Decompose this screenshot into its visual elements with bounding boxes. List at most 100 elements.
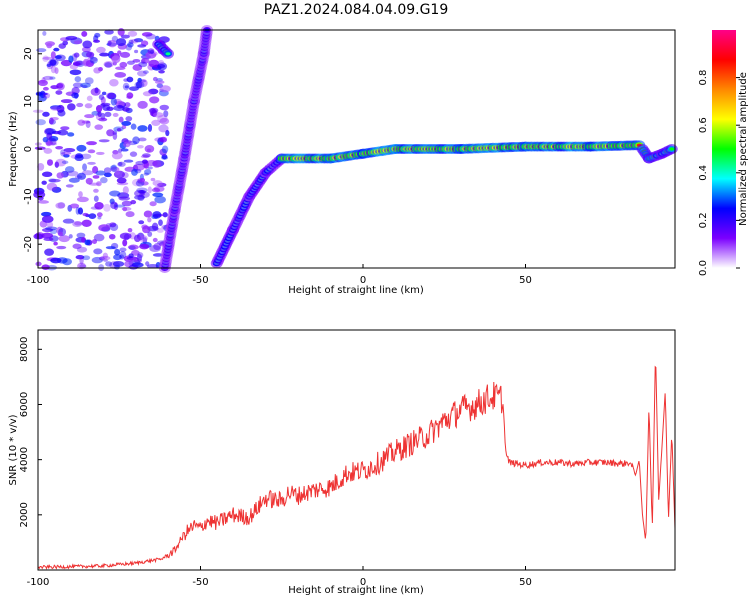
spectrogram-noise-blob [66,170,79,177]
colorbar-label: Normalized spectral amplitude [738,72,749,226]
spectrogram-noise-blob [93,233,105,242]
spectrogram-noise-blob [72,82,83,88]
spectrogram-noise-blob [93,67,102,74]
spectrogram-noise-blob [50,257,62,264]
spectrogram-noise-blob [42,92,51,99]
spectrogram-noise-blob [94,32,101,38]
spectrogram-noise-blob [95,105,103,113]
spectrogram-noise-blob [76,144,87,152]
spectrogram-noise-blob [139,243,150,250]
spectrogram-noise-blob [130,199,137,205]
spectrogram-noise-blob [121,121,132,126]
spectrogram-noise-blob [152,180,163,187]
spectrogram-noise-blob [126,60,135,65]
spectrogram-noise-blob [116,127,122,132]
spectrogram-noise-blob [37,196,44,201]
spectrogram-x-tick-label: -100 [27,275,50,286]
spectrogram-noise-blob [109,78,119,87]
spectrogram-noise-blob [85,60,95,67]
spectrogram-noise-blob [79,257,84,265]
spectrogram-noise-blob [131,168,138,176]
spectrogram-noise-blob [150,177,156,182]
spectrogram-noise-blob [71,86,80,95]
spectrogram-noise-blob [104,111,112,118]
spectrogram-noise-blob [103,61,114,68]
spectrogram-noise-blob [134,234,141,243]
spectrogram-noise-blob [157,182,167,187]
spectrogram-noise-blob [44,128,56,135]
spectrogram-noise-blob [137,125,148,132]
spectrogram-noise-blob [152,211,162,219]
spectrogram-noise-blob [109,190,121,197]
spectrogram-noise-blob [37,200,50,204]
spectrogram-noise-blob [72,243,82,249]
spectrogram-noise-blob [106,129,115,137]
spectrogram-noise-blob [37,94,47,102]
spectrogram-noise-blob [62,218,75,224]
spectrogram-noise [32,28,173,272]
spectrogram-noise-blob [120,148,129,152]
spectrogram-noise-blob [41,215,54,223]
spectrogram-noise-blob [60,99,73,104]
spectrogram-noise-blob [128,253,134,259]
spectrogram-ridge-core [669,147,675,151]
spectrogram-noise-blob [142,153,151,158]
spectrogram-noise-blob [72,221,83,228]
spectrogram-noise-blob [152,112,164,118]
spectrogram-noise-blob [81,219,92,227]
spectrogram-noise-blob [147,123,153,132]
spectrogram-noise-blob [46,182,58,191]
spectrogram-noise-blob [138,220,145,225]
spectrogram-y-ticks: 20 10 0 -10 -20 [23,47,42,252]
spectrogram-noise-blob [159,148,167,156]
spectrogram-noise-blob [104,62,113,68]
spectrogram-noise-blob [165,129,170,137]
spectrogram-noise-blob [117,28,125,36]
spectrogram-noise-blob [122,141,131,148]
spectrogram-noise-blob [86,141,97,146]
spectrogram-noise-blob [124,102,131,108]
spectrogram-noise-blob [151,119,161,127]
spectrogram-noise-blob [42,75,54,81]
spectrogram-noise-blob [118,196,131,201]
spectrogram-noise-blob [44,248,55,256]
spectrogram-noise-blob [76,246,88,253]
spectrogram-noise-blob [147,217,152,223]
spectrogram-noise-blob [119,254,125,260]
spectrogram-noise-blob [121,200,133,207]
spectrogram-noise-blob [50,51,56,60]
snr-y-tick-label: 2000 [19,502,30,527]
spectrogram-noise-blob [142,91,153,97]
spectrogram-noise-blob [69,203,80,209]
spectrogram-noise-blob [158,219,163,226]
spectrogram-noise-blob [49,76,56,80]
spectrogram-noise-blob [53,47,60,52]
spectrogram-noise-blob [147,186,152,194]
spectrogram-noise-blob [107,92,117,100]
spectrogram-noise-blob [152,237,158,243]
spectrogram-noise-blob [84,77,94,85]
spectrogram-noise-blob [55,90,63,95]
spectrogram-noise-blob [148,88,159,95]
spectrogram-noise-blob [144,144,155,153]
spectrogram-noise-blob [44,41,56,47]
spectrogram-noise-blob [84,103,93,109]
spectrogram-noise-blob [42,111,50,117]
spectrogram-noise-blob [36,48,47,53]
spectrogram-noise-blob [65,184,74,188]
spectrogram-noise-blob [93,39,101,43]
spectrogram-noise-blob [97,216,102,220]
spectrogram-noise-blob [105,92,116,100]
spectrogram-noise-blob [73,40,83,45]
spectrogram-noise-blob [144,169,152,175]
spectrogram-noise-blob [119,61,128,68]
spectrogram-noise-blob [57,109,66,117]
spectrogram-noise-blob [43,147,53,154]
spectrogram-noise-blob [81,30,88,37]
spectrogram-noise-blob [99,255,111,261]
spectrogram-noise-blob [84,114,95,119]
colorbar-tick-label: 0.8 [698,70,709,86]
spectrogram-noise-blob [68,234,73,239]
spectrogram-noise-blob [104,29,114,35]
colorbar-tick-label: 0.2 [698,212,709,228]
